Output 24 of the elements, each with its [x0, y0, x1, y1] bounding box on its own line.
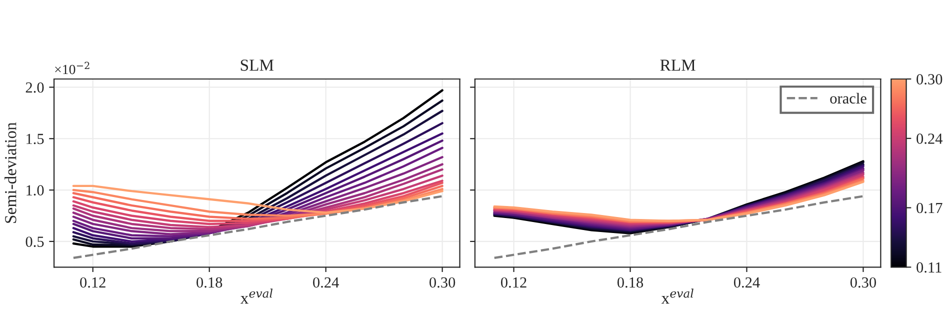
x-tick-label: 0.24: [313, 277, 339, 288]
chart-title: RLM: [660, 60, 696, 71]
color-bar-label: 0.11: [916, 262, 942, 273]
x-tick-label: 0.30: [430, 277, 456, 288]
x-tick-label: 0.12: [500, 277, 526, 288]
x-tick-label: 0.24: [734, 277, 760, 288]
color-bar-label: 0.24: [916, 134, 943, 144]
y-tick-label: 1.0: [26, 185, 44, 196]
y-axis-title: Semi-deviation: [4, 122, 16, 223]
y-tick-label: 2.0: [26, 82, 44, 93]
x-tick-label: 0.12: [80, 277, 106, 288]
y-tick-label: 0.5: [26, 236, 44, 247]
x-axis-title: x$^{eval}$: [240, 288, 273, 304]
color-bar-label: 0.17: [916, 202, 942, 214]
chart-title: SLM: [240, 60, 274, 71]
color-bar-label: 0.30: [916, 74, 942, 85]
x-tick-label: 0.18: [617, 277, 644, 288]
text: ×10$^{−2}$: [55, 62, 90, 74]
x-axis-title: x$^{eval}$: [661, 288, 694, 304]
x-tick-label: 0.30: [850, 277, 876, 288]
y-tick-label: 1.5: [26, 134, 44, 144]
legend-label: oracle: [830, 92, 866, 104]
line-series: [72, 195, 444, 260]
x-tick-label: 0.18: [196, 277, 222, 288]
